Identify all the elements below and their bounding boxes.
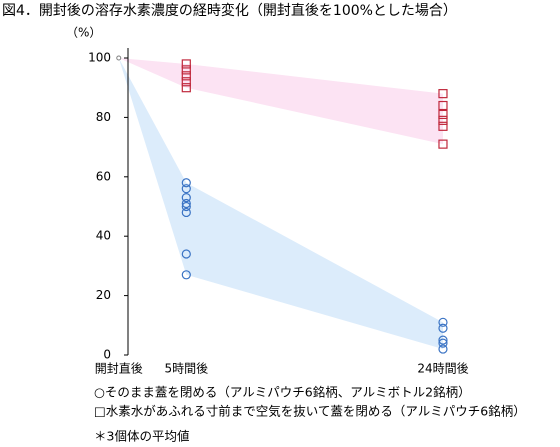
y-tick-label: 80 bbox=[96, 110, 111, 124]
legend-entry: □水素水があふれる寸前まで空気を抜いて蓋を閉める（アルミパウチ6銘柄） bbox=[94, 404, 526, 419]
legend-entry: ○そのまま蓋を閉める（アルミパウチ6銘柄、アルミボトル2銘柄） bbox=[94, 385, 471, 400]
y-tick-label: 20 bbox=[96, 288, 111, 302]
chart-title: 図4．開封後の溶存水素濃度の経時変化（開封直後を100%とした場合） bbox=[2, 2, 457, 19]
square-point bbox=[438, 89, 448, 99]
x-tick-label: 5時間後 bbox=[164, 362, 208, 376]
y-tick-label: 0 bbox=[103, 348, 111, 362]
circle-point bbox=[438, 335, 448, 345]
circle-point bbox=[181, 184, 191, 194]
range-band bbox=[118, 58, 443, 350]
x-tick-label: 開封直後 bbox=[95, 362, 143, 376]
circle-point bbox=[438, 323, 448, 333]
square-point bbox=[438, 115, 448, 125]
square-point bbox=[181, 65, 191, 75]
circle-point bbox=[181, 192, 191, 203]
circle-point bbox=[181, 198, 191, 209]
circle-point bbox=[438, 317, 448, 327]
y-tick-label: 40 bbox=[96, 229, 111, 243]
circle-point bbox=[181, 249, 191, 259]
start-point bbox=[116, 55, 122, 61]
square-point bbox=[181, 71, 191, 81]
y-tick-label: 60 bbox=[96, 169, 111, 183]
circle-point bbox=[181, 270, 191, 280]
y-tick-label: 100 bbox=[88, 51, 111, 65]
circle-point bbox=[181, 178, 191, 188]
y-axis-label: （%） bbox=[66, 26, 101, 40]
circle-point bbox=[181, 201, 191, 212]
note: ＊3個体の平均値 bbox=[94, 429, 189, 444]
square-point bbox=[181, 59, 191, 69]
square-point bbox=[181, 83, 191, 93]
square-point bbox=[438, 109, 448, 120]
square-point bbox=[438, 121, 448, 131]
square-point bbox=[438, 139, 448, 149]
range-band bbox=[118, 58, 443, 145]
x-tick-label: 24時間後 bbox=[417, 362, 468, 376]
circle-point bbox=[438, 344, 448, 354]
square-point bbox=[438, 100, 448, 111]
circle-point bbox=[438, 338, 448, 348]
square-point bbox=[181, 77, 191, 87]
circle-point bbox=[181, 207, 191, 218]
